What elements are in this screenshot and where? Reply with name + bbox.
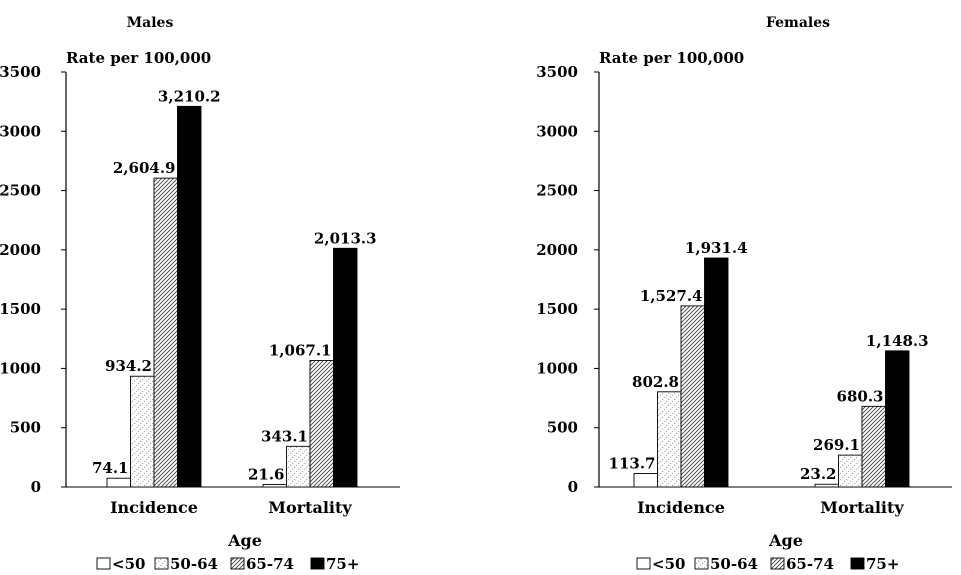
chart-title: Males bbox=[127, 15, 174, 31]
data-label: 1,527.4 bbox=[640, 287, 703, 305]
y-tick-label: 3500 bbox=[0, 63, 41, 81]
y-tick-label: 1000 bbox=[536, 359, 578, 377]
bar-incidence-6574 bbox=[680, 305, 705, 488]
y-tick-label: 1500 bbox=[536, 300, 578, 318]
data-label: 1,067.1 bbox=[269, 341, 332, 359]
legend-label: 65-74 bbox=[786, 555, 834, 573]
bar-mortality-5064 bbox=[286, 445, 311, 488]
y-tick-label: 3000 bbox=[536, 122, 578, 140]
legend-label: <50 bbox=[652, 555, 685, 573]
bar-incidence-50 bbox=[633, 473, 658, 488]
legend-swatch bbox=[694, 557, 709, 570]
legend-label: 65-74 bbox=[246, 555, 294, 573]
x-tick-label: Incidence bbox=[110, 498, 198, 517]
x-axis-label: Age bbox=[227, 531, 262, 550]
legend-label: 50-64 bbox=[710, 555, 758, 573]
data-label: 680.3 bbox=[837, 387, 884, 405]
data-label: 343.1 bbox=[261, 427, 308, 445]
y-tick-label: 3000 bbox=[0, 122, 41, 140]
data-label: 23.2 bbox=[800, 465, 837, 483]
chart-panel-females: Females Rate per 100,000 0 500 1000 1500 2000 2… bbox=[536, 15, 952, 573]
chart-panels: Males Rate per 100,000 0 500 1000 1500 2000 250… bbox=[0, 15, 952, 573]
x-tick-label: Mortality bbox=[820, 498, 904, 517]
data-label: 113.7 bbox=[609, 455, 656, 473]
bar-mortality-50 bbox=[814, 483, 839, 488]
legend-label: 75+ bbox=[866, 555, 899, 573]
data-label: 802.8 bbox=[632, 373, 679, 391]
bar-mortality-50 bbox=[262, 483, 287, 488]
y-tick-label: 2500 bbox=[536, 182, 578, 200]
x-tick-label: Incidence bbox=[637, 498, 725, 517]
data-label: 269.1 bbox=[813, 436, 860, 454]
x-tick-label: Mortality bbox=[268, 498, 352, 517]
legend: <50 50-64 65-74 75+ bbox=[96, 555, 359, 573]
y-tick-label: 2000 bbox=[536, 241, 578, 259]
y-tick-label: 500 bbox=[547, 419, 578, 437]
legend-swatch bbox=[154, 557, 169, 570]
data-label: 2,013.3 bbox=[314, 229, 377, 247]
bar-incidence-6574 bbox=[153, 177, 178, 488]
legend-swatch bbox=[310, 557, 325, 570]
y-tick-label: 500 bbox=[10, 419, 41, 437]
bar-incidence-5064 bbox=[657, 391, 682, 488]
data-label: 21.6 bbox=[248, 465, 285, 483]
legend-swatch bbox=[96, 557, 111, 570]
chart-title: Females bbox=[766, 15, 830, 31]
data-label: 1,148.3 bbox=[866, 332, 929, 350]
data-label: 2,604.9 bbox=[113, 159, 176, 177]
y-tick-label: 0 bbox=[31, 478, 41, 496]
data-label: 74.1 bbox=[92, 459, 129, 477]
y-tick-label: 1500 bbox=[0, 300, 41, 318]
y-axis-label: Rate per 100,000 bbox=[66, 49, 211, 67]
y-tick-label: 2000 bbox=[0, 241, 41, 259]
data-label: 934.2 bbox=[105, 357, 152, 375]
legend-swatch bbox=[230, 557, 245, 570]
bar-incidence-75 bbox=[704, 257, 729, 488]
y-axis-label: Rate per 100,000 bbox=[599, 49, 744, 67]
legend-label: 50-64 bbox=[170, 555, 218, 573]
legend-label: 75+ bbox=[326, 555, 359, 573]
y-tick-label: 0 bbox=[568, 478, 578, 496]
data-label: 3,210.2 bbox=[158, 87, 221, 105]
legend-label: <50 bbox=[112, 555, 145, 573]
bar-mortality-75 bbox=[333, 247, 358, 488]
chart-panel-males: Males Rate per 100,000 0 500 1000 1500 2000 250… bbox=[0, 15, 400, 573]
y-tick-label: 3500 bbox=[536, 63, 578, 81]
legend-swatch bbox=[770, 557, 785, 570]
bar-mortality-6574 bbox=[309, 360, 334, 488]
x-axis-label: Age bbox=[768, 531, 803, 550]
data-label: 1,931.4 bbox=[685, 239, 748, 257]
legend-swatch bbox=[636, 557, 651, 570]
y-tick-label: 2500 bbox=[0, 182, 41, 200]
bar-mortality-5064 bbox=[838, 454, 863, 488]
bar-incidence-75 bbox=[177, 105, 202, 488]
legend-swatch bbox=[850, 557, 865, 570]
legend: <50 50-64 65-74 75+ bbox=[636, 555, 899, 573]
bar-incidence-50 bbox=[106, 477, 131, 488]
y-tick-label: 1000 bbox=[0, 359, 41, 377]
bar-incidence-5064 bbox=[130, 375, 155, 488]
bar-mortality-6574 bbox=[861, 405, 886, 488]
bar-mortality-75 bbox=[885, 350, 910, 488]
